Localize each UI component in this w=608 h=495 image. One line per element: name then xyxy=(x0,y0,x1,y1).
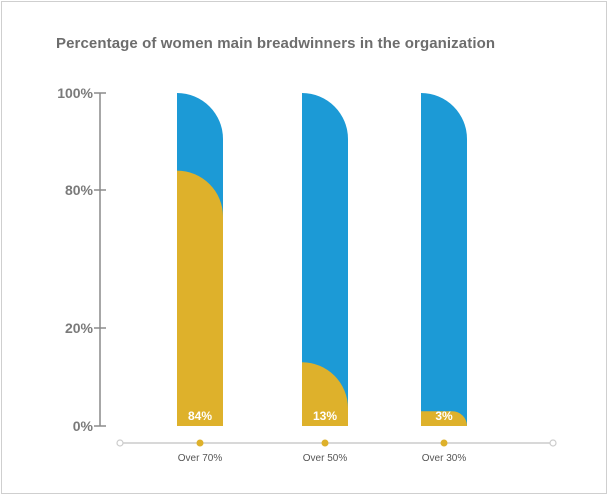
category-dot xyxy=(440,439,448,447)
bar-women xyxy=(421,411,467,426)
category-label: Over 30% xyxy=(422,453,467,464)
bar-women xyxy=(302,362,348,426)
category-dot xyxy=(196,439,204,447)
category-label: Over 70% xyxy=(178,453,223,464)
bar-value-label: 3% xyxy=(435,409,453,423)
y-tick-label: 100% xyxy=(57,85,93,101)
bar-value-label: 13% xyxy=(313,409,337,423)
x-axis-start-cap xyxy=(116,439,124,447)
bar-remaining xyxy=(421,93,467,426)
y-tick-label: 0% xyxy=(73,418,94,434)
chart-title: Percentage of women main breadwinners in… xyxy=(56,35,496,52)
category-label: Over 50% xyxy=(303,453,348,464)
y-tick-label: 80% xyxy=(65,182,94,198)
bar-value-label: 84% xyxy=(188,409,212,423)
y-tick-label: 20% xyxy=(65,320,94,336)
bar-women xyxy=(177,170,223,426)
category-dot xyxy=(321,439,329,447)
x-axis-end-cap xyxy=(549,439,557,447)
bar-remaining xyxy=(302,93,348,426)
